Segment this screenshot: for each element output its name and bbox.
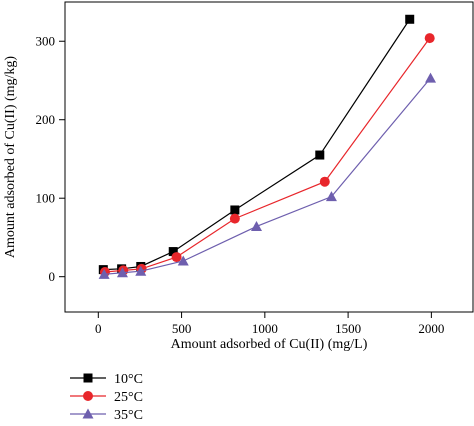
data-point-35c	[98, 268, 110, 279]
legend-item-10c: 10°C	[70, 372, 143, 387]
data-point-35c	[425, 72, 437, 83]
data-point-10c	[315, 150, 325, 160]
data-point-35c	[135, 265, 147, 276]
legend-marker	[83, 373, 93, 383]
legend-item-25c: 25°C	[70, 390, 143, 405]
legend-label: 10°C	[114, 372, 143, 387]
x-axis-label: Amount adsorbed of Cu(II) (mg/L)	[171, 337, 368, 352]
legend-marker	[83, 391, 93, 401]
legend-marker	[82, 408, 94, 419]
series-10c	[98, 14, 415, 275]
legend: 10°C 25°C 35°C	[70, 372, 143, 423]
x-tick-label: 1000	[252, 321, 278, 336]
data-point-10c	[405, 14, 415, 24]
series-25c	[99, 33, 435, 277]
y-axis-ticks: 0 100 200 300	[36, 34, 65, 284]
x-tick-label: 500	[172, 321, 192, 336]
series-line-10c	[103, 18, 411, 271]
x-axis-ticks: 0 500 1000 1500 2000	[95, 312, 444, 336]
y-tick-label: 100	[36, 191, 56, 206]
y-axis-label: Amount adsorbed of Cu(II) (mg/kg)	[3, 56, 18, 259]
data-point-25c	[319, 176, 330, 187]
y-tick-label: 0	[49, 269, 56, 284]
data-point-25c	[171, 252, 182, 263]
data-point-25c	[424, 33, 435, 44]
data-point-10c	[230, 205, 240, 215]
data-point-35c	[116, 267, 128, 278]
data-point-35c	[325, 191, 337, 202]
data-point-35c	[251, 220, 263, 231]
legend-item-35c: 35°C	[70, 408, 143, 423]
x-tick-label: 1500	[335, 321, 361, 336]
x-tick-label: 2000	[418, 321, 444, 336]
y-tick-label: 200	[36, 112, 56, 127]
legend-label: 25°C	[114, 390, 143, 405]
y-tick-label: 300	[36, 34, 56, 49]
plot-frame	[64, 1, 474, 313]
series-line-25c	[104, 37, 431, 273]
data-point-35c	[177, 255, 189, 266]
data-point-25c	[229, 213, 240, 224]
series-line-35c	[104, 77, 431, 275]
data-point-10c	[168, 247, 178, 257]
x-tick-label: 0	[95, 321, 102, 336]
series-layer	[98, 14, 437, 279]
series-35c	[98, 72, 437, 279]
legend-label: 35°C	[114, 408, 143, 423]
